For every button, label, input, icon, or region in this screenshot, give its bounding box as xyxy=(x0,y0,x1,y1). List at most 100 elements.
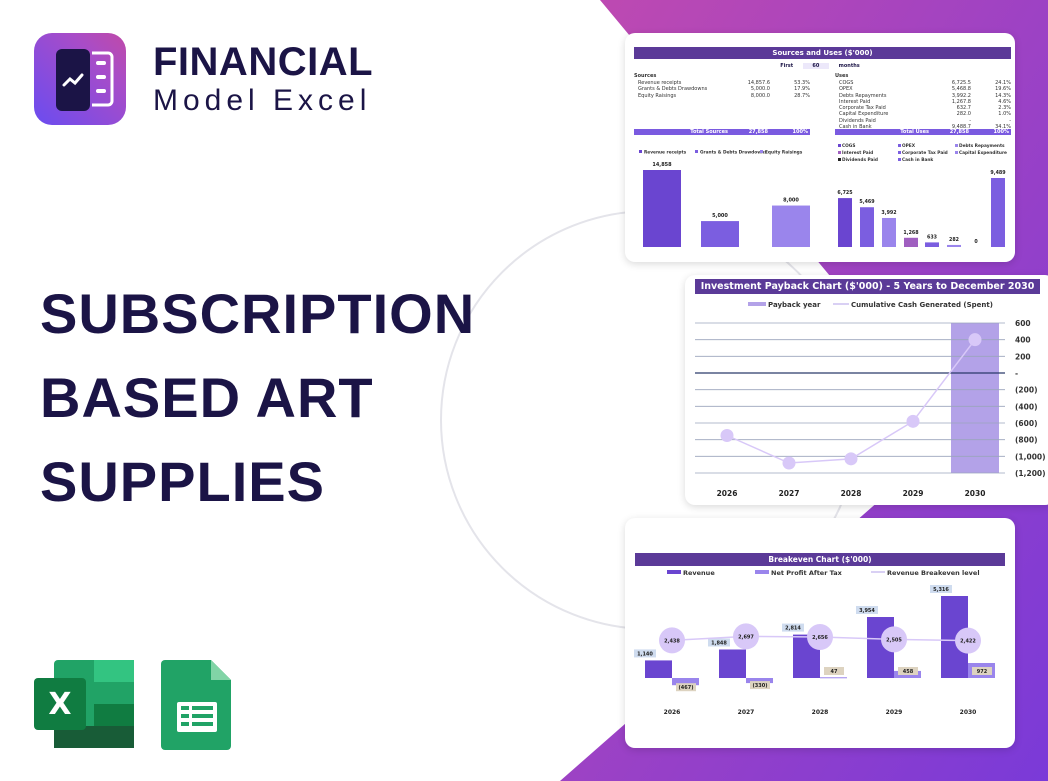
bar xyxy=(860,207,874,247)
label-box xyxy=(824,667,844,675)
legend-swatch xyxy=(748,302,766,306)
label-box xyxy=(634,649,656,658)
table-cell: Cash in Bank xyxy=(839,124,872,131)
label-box xyxy=(972,667,992,675)
legend-label: Interest Paid xyxy=(842,150,873,156)
table-cell: 632.7 xyxy=(956,105,971,112)
data-label: (330) xyxy=(752,683,767,689)
table-row: Corporate Tax Paid 632.7 2.3% xyxy=(835,105,1011,111)
y-tick-label: (800) xyxy=(1015,436,1038,445)
uses-label: Uses xyxy=(835,73,849,79)
x-tick-label: 2026 xyxy=(664,709,681,716)
bar xyxy=(643,170,681,247)
table-cell: Dividends Paid xyxy=(839,117,876,124)
brand-subname: Model Excel xyxy=(153,84,372,117)
legend-label: Revenue receipts xyxy=(644,150,687,156)
table-cell: - xyxy=(969,117,971,124)
table-row: Debts Repayments 3,992.2 14.3% xyxy=(835,93,1011,99)
data-label: 5,000 xyxy=(712,213,728,219)
label-box xyxy=(856,606,878,615)
table-cell: 2.3% xyxy=(998,105,1011,112)
data-label: 3,992 xyxy=(881,210,896,216)
legend-swatch xyxy=(760,150,763,153)
bar xyxy=(772,205,810,247)
data-label: 5,316 xyxy=(933,587,949,593)
excel-icon: X xyxy=(34,660,134,748)
table-cell: 5,468.8 xyxy=(951,86,971,93)
table-cell: 9,488.7 xyxy=(951,124,971,131)
data-label: 2,505 xyxy=(886,637,902,643)
legend-swatch xyxy=(838,151,841,154)
data-label: 5,469 xyxy=(859,199,875,205)
table-cell: Revenue receipts xyxy=(638,80,682,86)
table-cell: Corporate Tax Paid xyxy=(839,105,886,112)
data-label: 1,268 xyxy=(903,230,919,236)
table-cell: 53.3% xyxy=(794,80,810,86)
breakeven-point xyxy=(807,624,833,651)
brand-logo xyxy=(34,33,126,125)
table-cell: 282.0 xyxy=(956,111,971,118)
legend-label: Corporate Tax Paid xyxy=(902,150,948,156)
legend-label: Revenue xyxy=(683,569,715,577)
total-sources-row: Total Sources 27,858 100% xyxy=(634,129,810,135)
data-label: 633 xyxy=(927,234,937,240)
label-box xyxy=(708,638,730,647)
x-tick-label: 2028 xyxy=(841,489,862,498)
table-row: Dividends Paid - - xyxy=(835,118,1011,124)
table-row: Cash in Bank 9,488.7 34.1% xyxy=(835,124,1011,130)
x-tick-label: 2027 xyxy=(738,709,755,716)
y-tick-label: (400) xyxy=(1015,402,1038,411)
card-title: Breakeven Chart ($'000) xyxy=(635,553,1005,566)
bar xyxy=(991,178,1005,247)
legend-label: OPEX xyxy=(902,143,916,149)
legend-label: Capital Expenditure xyxy=(959,150,1007,156)
uses-table: Uses COGS 6,725.5 24.1% OPEX 5,468.8 19.6% Debt… xyxy=(835,73,1011,130)
net-profit-bar xyxy=(820,677,847,679)
legend-label: Debts Repayments xyxy=(959,143,1005,149)
breakeven-card: Breakeven Chart ($'000) Revenue Net Profi… xyxy=(625,518,1015,748)
sources-label: Sources xyxy=(634,73,657,79)
data-label: 6,725 xyxy=(837,190,852,196)
sources-table: Sources Revenue receipts 14,857.6 53.3% Gran… xyxy=(634,73,810,99)
table-cell: 28.7% xyxy=(794,92,810,99)
legend-swatch xyxy=(955,144,958,147)
sources-uses-charts: Revenue receipts Grants & Debts Drawdowns… xyxy=(639,143,1007,247)
legend-swatch xyxy=(667,570,681,574)
payback-chart: 600 400 200 - (200) (400) (600) (800) (1,000) (1,… xyxy=(695,301,1046,498)
table-row: COGS 6,725.5 24.1% xyxy=(835,80,1011,86)
breakeven-point xyxy=(733,623,759,650)
data-label: 1,848 xyxy=(711,640,727,646)
breakeven-point xyxy=(659,627,685,654)
data-label: 47 xyxy=(831,669,838,675)
data-point xyxy=(782,456,796,470)
table-cell: - xyxy=(1009,117,1011,124)
legend-label: Grants & Debts Drawdowns xyxy=(700,150,767,156)
table-cell: 14,857.6 xyxy=(747,80,770,86)
x-tick-label: 2029 xyxy=(886,709,903,716)
table-row: Revenue receipts 14,857.6 53.3% xyxy=(634,80,810,86)
table-cell: 3,992.2 xyxy=(951,92,971,99)
legend-label: COGS xyxy=(842,143,855,149)
period-input[interactable]: 60 xyxy=(802,63,829,69)
bar xyxy=(947,244,961,247)
period-selector: First 60 months xyxy=(625,63,1015,69)
title-line: SUBSCRIPTION xyxy=(40,282,476,345)
legend-swatch xyxy=(838,158,841,161)
data-label: (467) xyxy=(678,685,693,691)
google-sheets-icon xyxy=(161,660,231,750)
legend-swatch xyxy=(838,144,841,147)
table-cell: 1,267.8 xyxy=(951,98,971,105)
svg-text:X: X xyxy=(48,687,71,722)
page-title: SUBSCRIPTION BASED ART SUPPLIES xyxy=(40,272,475,524)
title-line: BASED ART xyxy=(40,366,374,429)
table-cell: Capital Expenditure xyxy=(839,111,889,118)
title-line: SUPPLIES xyxy=(40,450,325,513)
table-cell: 1.0% xyxy=(998,111,1011,118)
revenue-bar xyxy=(645,660,672,678)
table-cell: 24.1% xyxy=(995,80,1011,86)
data-label: 0 xyxy=(974,239,978,245)
label-box xyxy=(930,585,952,593)
data-label: 972 xyxy=(977,669,988,675)
sources-uses-card: Sources and Uses ($'000) First 60 months… xyxy=(625,33,1015,262)
legend-label: Dividends Paid xyxy=(842,157,878,163)
